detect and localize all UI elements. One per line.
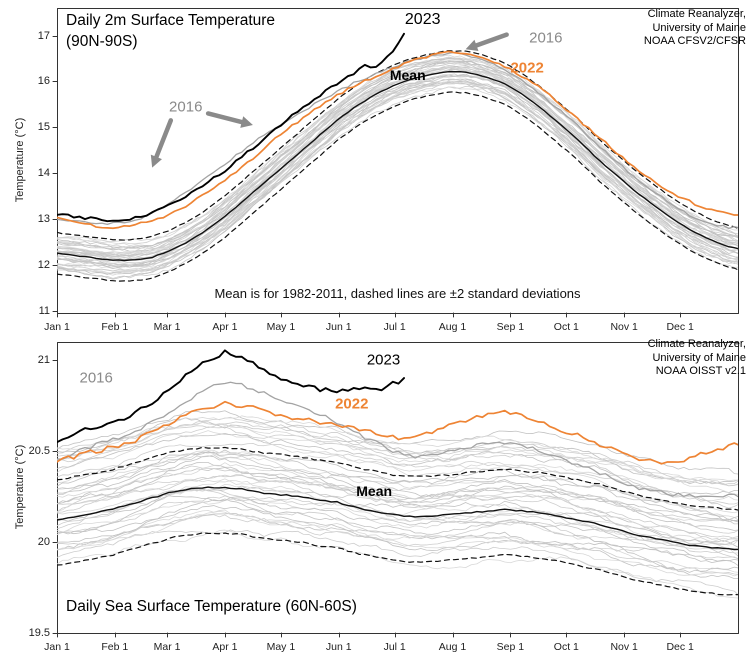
x-tick-label: Jul 1 (383, 321, 406, 333)
x-tick-label: May 1 (266, 321, 296, 333)
series-label-mean: Mean (356, 483, 393, 500)
y-tick-label: 16 (37, 75, 50, 88)
series-label-mean: Mean (389, 66, 426, 83)
y-tick-label: 17 (37, 29, 50, 42)
x-tick-label: Mar 1 (153, 641, 181, 653)
series-label-2023: 2023 (366, 351, 401, 369)
x-tick-label: Dec 1 (666, 321, 694, 333)
x-tick-label: Jul 1 (383, 641, 406, 653)
series-label-2022: 2022 (510, 59, 544, 77)
x-tick-label: May 1 (266, 641, 296, 653)
chart1-y-axis-label: Temperature (°C) (14, 117, 26, 203)
y-tick-label: 19.5 (28, 627, 50, 639)
x-tick-label: Sep 1 (496, 321, 525, 333)
chart1-attribution-line1: Climate Reanalyzer, (647, 8, 746, 20)
chart2-y-axis-label: Temperature (°C) (14, 444, 26, 530)
series-label-2016: 2016 (79, 369, 113, 387)
x-tick-label: Oct 1 (553, 641, 579, 653)
y-tick-label: 20 (37, 536, 50, 549)
chart1-attribution: Climate Reanalyzer, University of Maine … (644, 8, 746, 49)
x-tick-label: Aug 1 (438, 321, 467, 333)
x-tick-label: Feb 1 (101, 641, 129, 653)
x-tick-label: Aug 1 (438, 641, 467, 653)
x-tick-label: Nov 1 (610, 641, 638, 653)
y-tick-label: 12 (37, 258, 50, 271)
chart1-title-line1: Daily 2m Surface Temperature (66, 12, 276, 29)
x-tick-label: Feb 1 (101, 321, 129, 333)
y-tick-label: 15 (37, 121, 50, 134)
x-tick-label: Jan 1 (44, 641, 70, 653)
x-tick-label: Nov 1 (610, 321, 638, 333)
x-tick-label: Oct 1 (553, 321, 579, 333)
chart2-attribution: Climate Reanalyzer, University of Maine … (648, 338, 746, 379)
x-tick-label: Jun 1 (325, 641, 352, 653)
y-tick-label: 13 (37, 212, 50, 225)
x-tick-label: Apr 1 (212, 641, 238, 653)
x-tick-label: Mar 1 (153, 321, 181, 333)
chart2-attribution-line3: NOAA OISST v2.1 (655, 365, 746, 377)
chart1-caption: Mean is for 1982-2011, dashed lines are … (214, 286, 581, 301)
series-label-2016: 2016 (169, 98, 203, 116)
chart1-attribution-line3: NOAA CFSV2/CFSR (643, 35, 746, 47)
series-label-2016: 2016 (529, 29, 563, 47)
x-tick-label: Sep 1 (496, 641, 525, 653)
chart2-attribution-line2: University of Maine (652, 351, 746, 364)
y-tick-label: 21 (37, 354, 50, 367)
x-tick-label: Apr 1 (212, 321, 238, 333)
chart1-attribution-line2: University of Maine (652, 21, 746, 34)
x-tick-label: Jun 1 (325, 321, 352, 333)
y-tick-label: 11 (38, 304, 50, 317)
chart1-title-line2: (90N-90S) (66, 33, 138, 50)
x-tick-label: Dec 1 (666, 641, 694, 653)
chart1-title: Daily 2m Surface Temperature (90N-90S) (66, 10, 275, 52)
chart2-title: Daily Sea Surface Temperature (60N-60S) (66, 598, 357, 615)
y-tick-label: 14 (37, 167, 50, 180)
chart2-attribution-line1: Climate Reanalyzer, (647, 338, 746, 350)
x-tick-label: Jan 1 (44, 321, 70, 333)
series-label-2022: 2022 (335, 395, 369, 413)
series-label-2023: 2023 (404, 11, 441, 29)
y-tick-label: 20.5 (28, 445, 50, 458)
